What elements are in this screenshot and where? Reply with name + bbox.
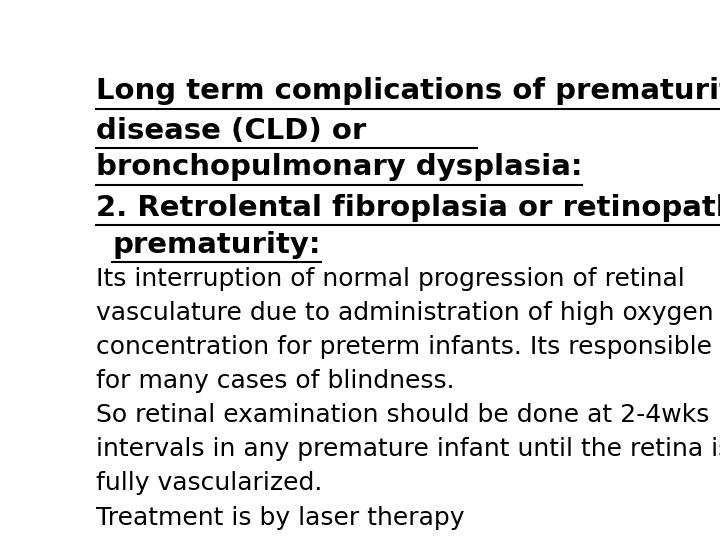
Text: Long term complications of prematurity:: Long term complications of prematurity: bbox=[96, 77, 720, 105]
Text: intervals in any premature infant until the retina is: intervals in any premature infant until … bbox=[96, 437, 720, 461]
Text: for many cases of blindness.: for many cases of blindness. bbox=[96, 369, 454, 393]
Text: 2. Retrolental fibroplasia or retinopathy of: 2. Retrolental fibroplasia or retinopath… bbox=[96, 194, 720, 222]
Text: fully vascularized.: fully vascularized. bbox=[96, 471, 322, 496]
Text: concentration for preterm infants. Its responsible: concentration for preterm infants. Its r… bbox=[96, 335, 711, 359]
Text: prematurity:: prematurity: bbox=[112, 231, 321, 259]
Text: Treatment is by laser therapy: Treatment is by laser therapy bbox=[96, 505, 464, 530]
Text: Its interruption of normal progression of retinal: Its interruption of normal progression o… bbox=[96, 267, 684, 291]
Text: So retinal examination should be done at 2-4wks: So retinal examination should be done at… bbox=[96, 403, 709, 427]
Text: vasculature due to administration of high oxygen: vasculature due to administration of hig… bbox=[96, 301, 714, 325]
Text: disease (CLD) or: disease (CLD) or bbox=[96, 117, 477, 145]
Text: bronchopulmonary dysplasia:: bronchopulmonary dysplasia: bbox=[96, 153, 582, 181]
